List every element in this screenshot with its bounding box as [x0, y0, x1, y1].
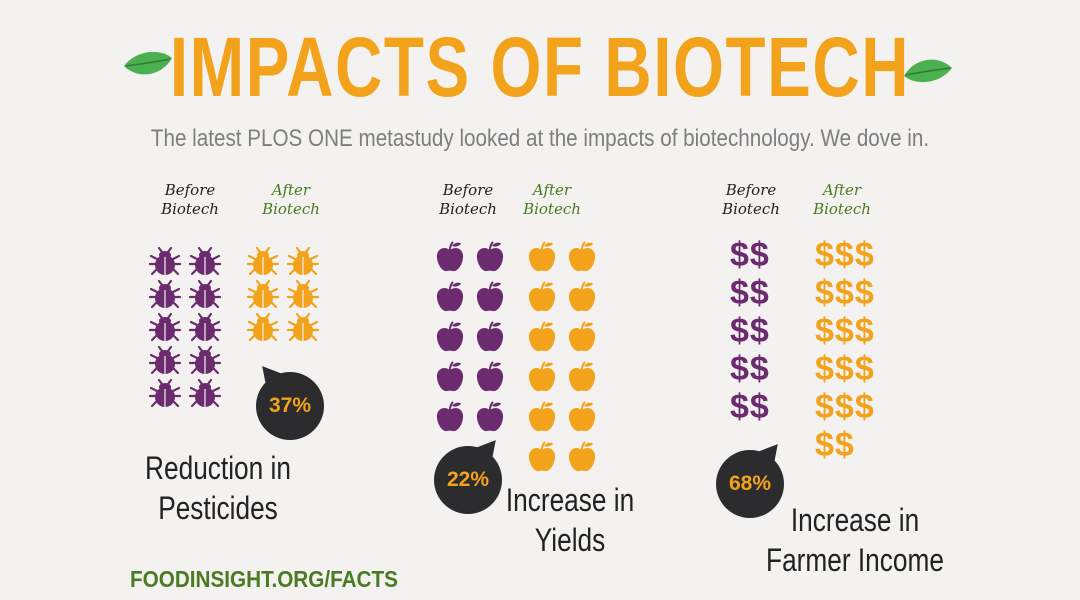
apple-icon: [436, 321, 464, 352]
before-icon-grid: $$ $$ $$ $$ $$: [730, 236, 800, 426]
bug-icon: [286, 246, 320, 276]
apple-icon: [436, 281, 464, 312]
after-header: After Biotech: [813, 181, 871, 218]
caption: Reduction in Pesticides: [145, 450, 291, 526]
dollar-icon-row: $$: [730, 350, 770, 388]
footer-link[interactable]: FOODINSIGHT.ORG/FACTS: [130, 566, 398, 592]
bug-icon: [246, 246, 280, 276]
dollar-icon-row: $$$: [815, 388, 875, 426]
bug-icon: [286, 312, 320, 342]
dollar-icon-row: $$$: [815, 236, 875, 274]
apple-icon: [476, 281, 504, 312]
dollar-icon-row: $$: [730, 274, 770, 312]
apple-icon: [476, 401, 504, 432]
percent-badge: 68%: [716, 437, 786, 518]
bug-icon: [148, 246, 182, 276]
caption: Increase in Farmer Income: [766, 502, 944, 578]
bug-icon: [188, 279, 222, 309]
caption: Increase in Yields: [505, 482, 635, 558]
bug-icon: [246, 312, 280, 342]
apple-icon: [528, 401, 556, 432]
leaf-icon: [124, 51, 172, 75]
percent-value: 68%: [728, 472, 772, 495]
dollar-icon-row: $$$: [815, 312, 875, 350]
leaf-icon: [904, 59, 952, 83]
apple-icon: [528, 321, 556, 352]
dollar-icon-row: $$$: [815, 350, 875, 388]
apple-icon: [528, 281, 556, 312]
bug-icon: [188, 312, 222, 342]
page-title: IMPACTS OF BIOTECH: [169, 20, 911, 114]
apple-icon: [528, 241, 556, 272]
apple-icon: [436, 241, 464, 272]
dollar-icon-row: $$$: [815, 274, 875, 312]
dollar-icon-row: $$: [730, 388, 770, 426]
percent-value: 22%: [446, 468, 490, 491]
apple-icon: [568, 241, 596, 272]
apple-icon: [568, 281, 596, 312]
apple-icon: [436, 401, 464, 432]
apple-icon: [568, 321, 596, 352]
bug-icon: [246, 279, 280, 309]
apple-icon: [476, 241, 504, 272]
dollar-icon-row: $$: [730, 236, 770, 274]
apple-icon: [436, 361, 464, 392]
percent-badge: 22%: [434, 433, 504, 514]
dollar-icon-row: $$: [815, 426, 855, 464]
percent-badge: 37%: [254, 359, 324, 440]
percent-value: 37%: [268, 394, 312, 417]
bug-icon: [286, 279, 320, 309]
apple-icon: [528, 361, 556, 392]
apple-icon: [568, 401, 596, 432]
before-header: Before Biotech: [722, 181, 780, 218]
apple-icon: [476, 321, 504, 352]
after-icon-grid: $$$ $$$ $$$ $$$ $$$ $$: [815, 236, 895, 464]
bug-icon: [148, 345, 182, 375]
before-header: Before Biotech: [161, 181, 219, 218]
apple-icon: [568, 361, 596, 392]
after-header: After Biotech: [262, 181, 320, 218]
bug-icon: [188, 345, 222, 375]
before-header: Before Biotech: [439, 181, 497, 218]
bug-icon: [188, 246, 222, 276]
after-header: After Biotech: [523, 181, 581, 218]
bug-icon: [148, 279, 182, 309]
apple-icon: [476, 361, 504, 392]
dollar-icon-row: $$: [730, 312, 770, 350]
bug-icon: [148, 378, 182, 408]
apple-icon: [568, 441, 596, 472]
bug-icon: [148, 312, 182, 342]
bug-icon: [188, 378, 222, 408]
subtitle: The latest PLOS ONE metastudy looked at …: [150, 125, 930, 152]
apple-icon: [528, 441, 556, 472]
